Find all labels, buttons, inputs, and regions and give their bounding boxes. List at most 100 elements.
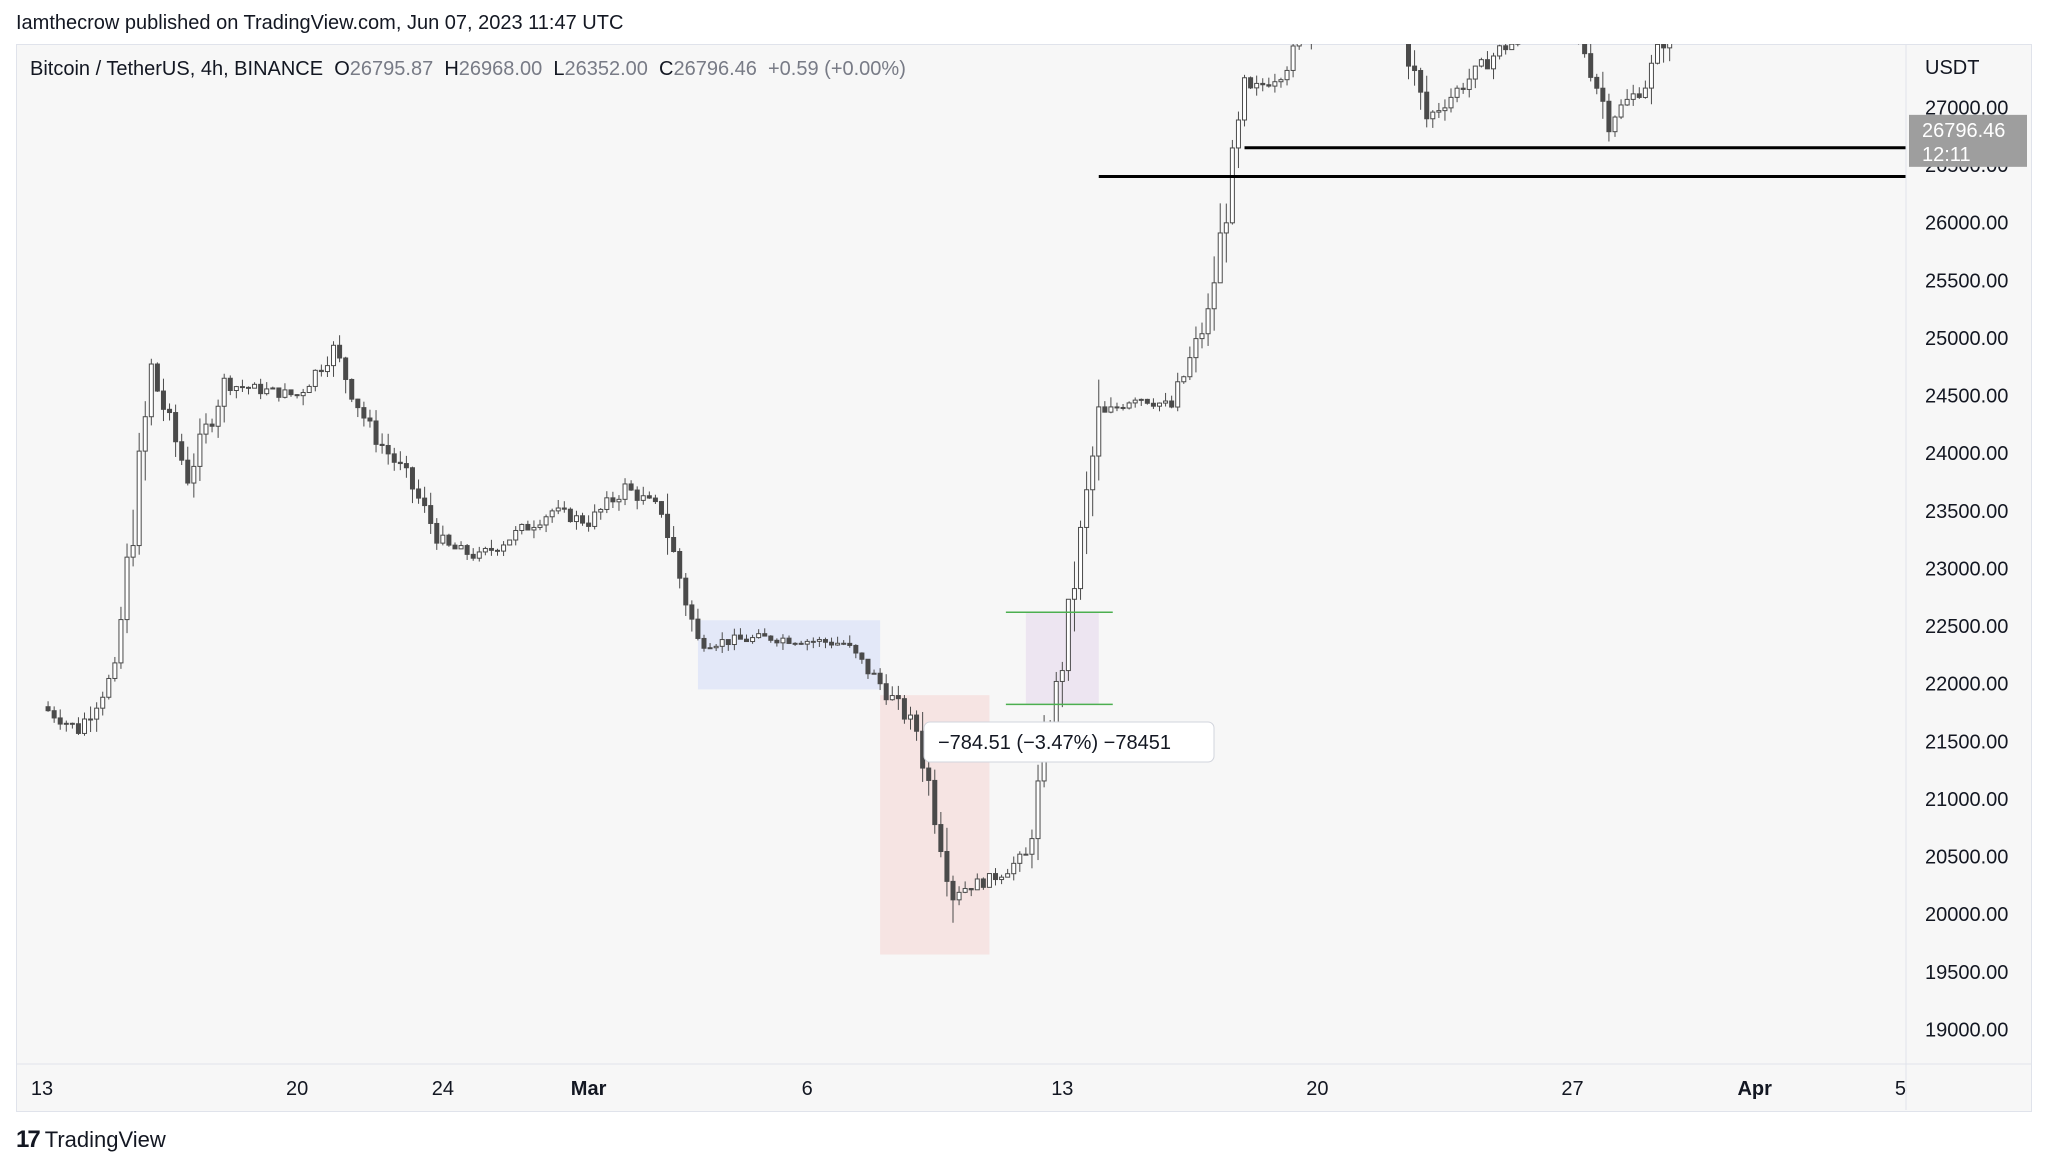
candle-body bbox=[1522, 38, 1526, 39]
candle-body bbox=[1108, 406, 1114, 413]
candle-body bbox=[980, 878, 986, 888]
price-axis-label: 21000.00 bbox=[1925, 789, 2008, 811]
candle-body bbox=[1472, 65, 1478, 80]
candle-body bbox=[926, 767, 932, 781]
candle-body bbox=[1296, 44, 1302, 47]
candle-body bbox=[1163, 400, 1169, 404]
candle-body bbox=[245, 386, 251, 389]
time-axis-label: 5 bbox=[1895, 1078, 1906, 1100]
candle-body bbox=[397, 461, 403, 465]
candle-body bbox=[731, 634, 737, 646]
candle-body bbox=[974, 878, 980, 891]
candle-body bbox=[1364, 0, 1368, 2]
candle-body bbox=[1497, 45, 1503, 57]
candle-body bbox=[1370, 0, 1374, 3]
candle-body bbox=[1217, 232, 1223, 284]
candle-body bbox=[1546, 21, 1550, 36]
candle-body bbox=[488, 547, 494, 551]
candle-body bbox=[1655, 44, 1661, 64]
candle-body bbox=[768, 635, 774, 641]
candle-body bbox=[677, 551, 683, 579]
candle-body bbox=[725, 639, 731, 646]
candle-body bbox=[1011, 862, 1017, 875]
candles-layer bbox=[45, 0, 1866, 923]
candle-body bbox=[63, 722, 69, 725]
candle-body bbox=[495, 549, 500, 552]
tradingview-logo-icon: 17 bbox=[16, 1126, 41, 1153]
candle-body bbox=[476, 551, 482, 559]
candle-body bbox=[671, 537, 677, 553]
candle-body bbox=[1235, 119, 1241, 149]
candle-body bbox=[440, 534, 446, 544]
candle-body bbox=[167, 408, 173, 414]
candle-body bbox=[1211, 282, 1217, 310]
candle-body bbox=[1181, 376, 1187, 383]
candle-body bbox=[810, 640, 816, 643]
candle-body bbox=[422, 497, 428, 507]
candle-body bbox=[1552, 21, 1556, 24]
candle-body bbox=[1570, 13, 1574, 14]
candle-body bbox=[385, 444, 391, 455]
candle-body bbox=[1334, 4, 1338, 7]
price-axis-label: 19500.00 bbox=[1925, 962, 2008, 984]
candle-body bbox=[573, 515, 579, 523]
candle-body bbox=[118, 619, 124, 664]
candle-body bbox=[744, 638, 750, 643]
last-price-countdown: 12:11 bbox=[1922, 144, 1971, 166]
candle-body bbox=[598, 508, 604, 513]
candle-body bbox=[1090, 455, 1096, 491]
price-axis-label: 23000.00 bbox=[1925, 558, 2008, 580]
candle-body bbox=[227, 377, 233, 392]
candle-body bbox=[1630, 93, 1636, 100]
candle-body bbox=[1029, 838, 1035, 855]
candle-body bbox=[1400, 11, 1404, 32]
candle-body bbox=[185, 459, 191, 484]
candle-body bbox=[1442, 107, 1448, 112]
chart-frame[interactable] bbox=[16, 44, 2032, 1112]
candle-body bbox=[1667, 44, 1673, 49]
candle-body bbox=[932, 779, 938, 826]
measure-tooltip-text: −784.51 (−3.47%) −78451 bbox=[938, 732, 1171, 754]
candle-body bbox=[197, 433, 203, 467]
candle-body bbox=[1352, 0, 1356, 5]
candle-body bbox=[446, 534, 452, 546]
candle-body bbox=[1303, 39, 1307, 42]
candle-body bbox=[1636, 93, 1642, 98]
candle-body bbox=[1528, 38, 1532, 39]
time-axis-label: 20 bbox=[1306, 1078, 1328, 1100]
candle-body bbox=[616, 498, 622, 503]
candle-body bbox=[258, 383, 264, 395]
candle-body bbox=[373, 420, 379, 445]
candle-body bbox=[1624, 98, 1630, 106]
high-label: H bbox=[444, 58, 459, 80]
candle-body bbox=[877, 672, 883, 685]
candle-body bbox=[270, 387, 276, 390]
candle-body bbox=[1156, 402, 1162, 407]
candle-body bbox=[312, 369, 318, 387]
tradingview-logo[interactable]: 17 TradingView bbox=[16, 1126, 166, 1154]
candle-body bbox=[1150, 402, 1156, 407]
change-value: +0.59 (+0.00%) bbox=[768, 58, 906, 80]
time-axis-label: 13 bbox=[1051, 1078, 1073, 1100]
candle-body bbox=[1564, 13, 1568, 15]
candle-body bbox=[513, 529, 519, 541]
measure-tooltip-box bbox=[923, 721, 1215, 763]
candle-body bbox=[1272, 81, 1278, 87]
candle-body bbox=[1187, 357, 1193, 378]
price-axis-label: 21500.00 bbox=[1925, 731, 2008, 753]
candle-body bbox=[294, 394, 300, 397]
candle-body bbox=[349, 378, 355, 400]
candle-body bbox=[1169, 400, 1175, 408]
candle-body bbox=[160, 390, 166, 410]
candle-body bbox=[215, 405, 221, 427]
price-axis-label: 20500.00 bbox=[1925, 847, 2008, 869]
publisher-credit: Iamthecrow published on TradingView.com,… bbox=[16, 12, 624, 34]
candle-body bbox=[482, 547, 488, 553]
candle-body bbox=[1588, 53, 1594, 78]
candle-body bbox=[968, 888, 974, 891]
candle-body bbox=[361, 407, 367, 419]
candle-body bbox=[1862, 0, 1866, 11]
candle-body bbox=[88, 718, 94, 721]
candle-body bbox=[1315, 25, 1319, 27]
